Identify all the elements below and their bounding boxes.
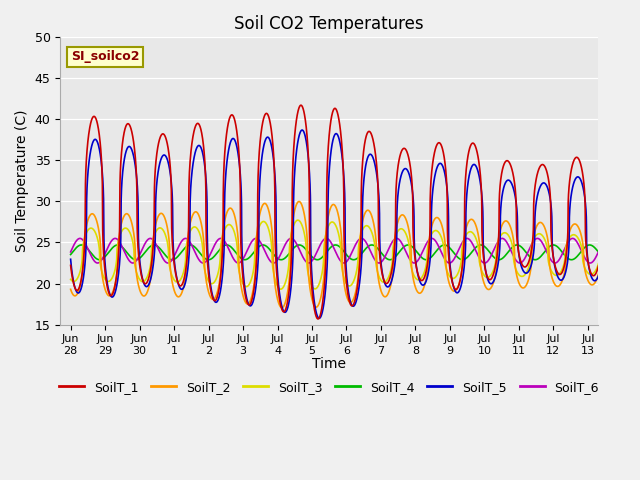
X-axis label: Time: Time xyxy=(312,357,346,371)
Legend: SoilT_1, SoilT_2, SoilT_3, SoilT_4, SoilT_5, SoilT_6: SoilT_1, SoilT_2, SoilT_3, SoilT_4, Soil… xyxy=(54,376,604,399)
Text: SI_soilco2: SI_soilco2 xyxy=(71,50,140,63)
Y-axis label: Soil Temperature (C): Soil Temperature (C) xyxy=(15,110,29,252)
Title: Soil CO2 Temperatures: Soil CO2 Temperatures xyxy=(234,15,424,33)
